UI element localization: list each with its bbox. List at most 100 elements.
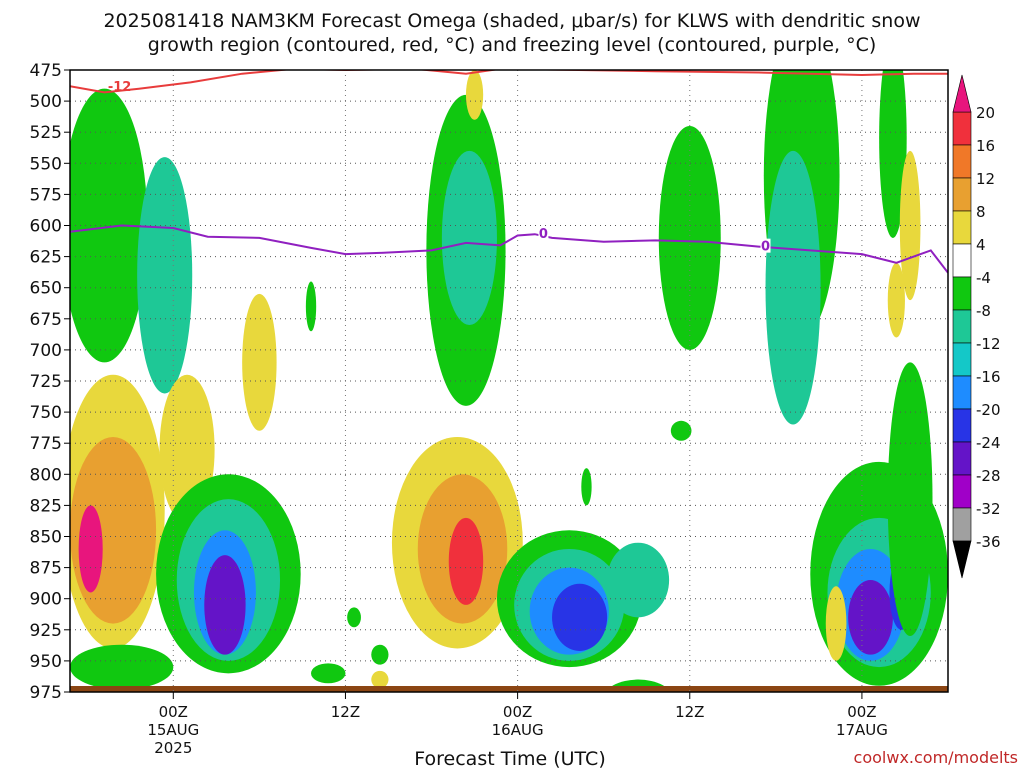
y-axis: 475 500 525 550 575 600 625 650 675 700 725 750 775 8… bbox=[30, 61, 70, 703]
omega-cell-39 bbox=[371, 670, 389, 689]
omega-cell-16 bbox=[441, 150, 497, 326]
colorbar-label-5: -4 bbox=[976, 269, 991, 287]
colorbar-top-arrow bbox=[952, 74, 972, 113]
omega-cell-43 bbox=[581, 468, 592, 506]
x-tick-label-4-0: 00Z bbox=[847, 703, 876, 721]
omega-cell-32 bbox=[879, 70, 907, 238]
colorbar-label-11: -28 bbox=[976, 467, 1001, 485]
x-tick-label-3-0: 12Z bbox=[675, 703, 704, 721]
omega-cell-0 bbox=[70, 88, 148, 363]
colorbar-bin-13 bbox=[952, 507, 972, 542]
omega-cell-40 bbox=[311, 663, 346, 684]
colorbar-bin-7 bbox=[952, 309, 972, 344]
colorbar-label-10: -24 bbox=[976, 434, 1001, 452]
colorbar-label-4: 4 bbox=[976, 236, 986, 254]
colorbar-bin-4 bbox=[952, 210, 972, 245]
colorbar-bin-10 bbox=[952, 408, 972, 443]
colorbar: 20 16 12 8 4 -4 -8 -12 -16 -20 -24 -28 -32 -36 bbox=[952, 74, 1001, 579]
y-tick-label-750: 750 bbox=[30, 403, 62, 423]
colorbar-label-3: 8 bbox=[976, 203, 986, 221]
y-tick-label-775: 775 bbox=[30, 434, 62, 454]
y-tick-label-550: 550 bbox=[30, 154, 62, 174]
y-tick-label-575: 575 bbox=[30, 185, 62, 205]
colorbar-bin-2 bbox=[952, 144, 972, 179]
plot-area: -12 0 0 bbox=[69, 69, 949, 693]
dgz-contour-line bbox=[70, 70, 948, 94]
omega-cell-10 bbox=[70, 644, 174, 690]
y-tick-label-475: 475 bbox=[30, 61, 62, 81]
colorbar-bin-5 bbox=[952, 243, 972, 278]
omega-cell-21 bbox=[607, 542, 670, 618]
title-line-1: 2025081418 NAM3KM Forecast Omega (shaded… bbox=[103, 10, 920, 32]
colorbar-bin-3 bbox=[952, 177, 972, 212]
y-tick-label-800: 800 bbox=[30, 465, 62, 485]
colorbar-label-6: -8 bbox=[976, 302, 991, 320]
freezing-level-line bbox=[70, 224, 948, 274]
colorbar-bin-6 bbox=[952, 276, 972, 311]
x-axis-label: Forecast Time (UTC) bbox=[414, 748, 605, 768]
colorbar-label-7: -12 bbox=[976, 335, 1001, 353]
grid bbox=[70, 69, 948, 693]
colorbar-bin-12 bbox=[952, 474, 972, 509]
y-tick-label-850: 850 bbox=[30, 528, 62, 548]
y-tick-label-925: 925 bbox=[30, 621, 62, 641]
x-tick-label-1-0: 12Z bbox=[331, 703, 360, 721]
y-tick-label-650: 650 bbox=[30, 279, 62, 299]
y-tick-label-950: 950 bbox=[30, 652, 62, 672]
omega-cell-25 bbox=[765, 150, 821, 425]
colorbar-label-2: 12 bbox=[976, 170, 995, 188]
y-tick-label-700: 700 bbox=[30, 341, 62, 361]
colorbar-bin-9 bbox=[952, 375, 972, 410]
y-tick-label-525: 525 bbox=[30, 123, 62, 143]
x-tick-label-0-1: 15AUG bbox=[147, 721, 199, 739]
y-tick-label-875: 875 bbox=[30, 559, 62, 579]
y-tick-label-675: 675 bbox=[30, 310, 62, 330]
site-credit: coolwx.com/modelts bbox=[854, 748, 1018, 767]
y-tick-label-900: 900 bbox=[30, 590, 62, 610]
y-tick-label-975: 975 bbox=[30, 683, 62, 703]
omega-cell-38 bbox=[371, 644, 389, 665]
y-tick-label-600: 600 bbox=[30, 217, 62, 237]
freezing-label-bg-0 bbox=[538, 226, 549, 241]
omega-cell-42 bbox=[465, 70, 484, 120]
colorbar-label-9: -20 bbox=[976, 401, 1001, 419]
colorbar-label-8: -16 bbox=[976, 368, 1001, 386]
omega-cell-4 bbox=[78, 505, 103, 593]
omega-shading bbox=[70, 70, 948, 692]
colorbar-bottom-arrow bbox=[952, 540, 972, 579]
omega-cell-14 bbox=[448, 517, 484, 605]
x-tick-label-4-1: 17AUG bbox=[836, 721, 888, 739]
x-tick-label-2-0: 00Z bbox=[503, 703, 532, 721]
y-tick-label-825: 825 bbox=[30, 496, 62, 516]
omega-cell-20 bbox=[552, 583, 608, 651]
omega-cell-22 bbox=[605, 679, 671, 692]
omega-cell-37 bbox=[347, 607, 361, 628]
omega-cell-41 bbox=[305, 281, 317, 332]
x-tick-label-0-0: 00Z bbox=[159, 703, 188, 721]
colorbar-bin-1 bbox=[952, 111, 972, 146]
omega-cell-34 bbox=[887, 262, 905, 338]
freezing-level-label-0: 0 bbox=[539, 227, 548, 242]
colorbar-label-0: 20 bbox=[976, 104, 995, 122]
title-line-2: growth region (contoured, red, °C) and f… bbox=[148, 34, 877, 56]
x-tick-label-2-1: 16AUG bbox=[492, 721, 544, 739]
colorbar-label-13: -36 bbox=[976, 533, 1001, 551]
y-tick-label-500: 500 bbox=[30, 92, 62, 112]
contours: -12 0 0 bbox=[70, 70, 948, 274]
x-tick-label-0-2: 2025 bbox=[154, 739, 192, 757]
freezing-label-bg-1 bbox=[760, 238, 771, 253]
colorbar-bin-11 bbox=[952, 441, 972, 476]
y-tick-label-725: 725 bbox=[30, 372, 62, 392]
y-tick-label-625: 625 bbox=[30, 248, 62, 268]
freezing-level-label-1: 0 bbox=[761, 240, 770, 255]
ground-strip bbox=[70, 686, 948, 692]
dgz-contour-label: -12 bbox=[108, 80, 132, 95]
omega-cell-23 bbox=[658, 125, 721, 350]
omega-cell-36 bbox=[670, 420, 692, 441]
colorbar-label-1: 16 bbox=[976, 137, 995, 155]
omega-cell-11 bbox=[242, 293, 277, 431]
omega-cell-9 bbox=[204, 555, 246, 655]
omega-cell-1 bbox=[137, 157, 193, 394]
